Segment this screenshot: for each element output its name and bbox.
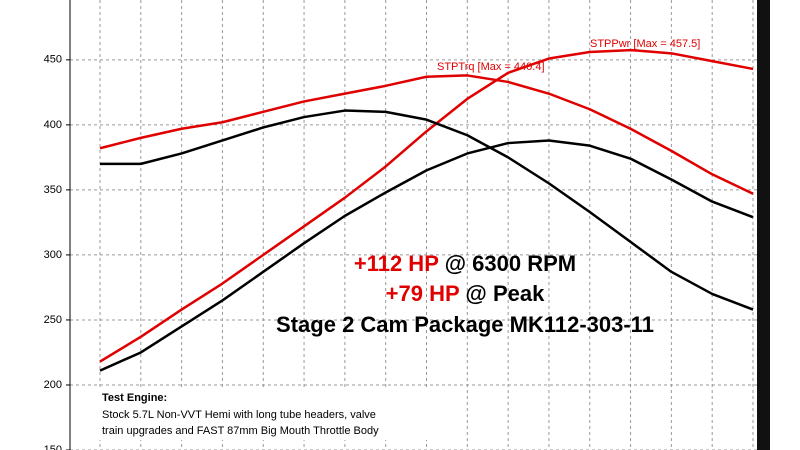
series-line — [100, 109, 754, 311]
plot — [99, 48, 754, 372]
headline-text: @ 6300 RPM — [445, 251, 577, 276]
annotation: STPTrq [Max = 440.4] — [437, 61, 545, 73]
highlight: +79 HP — [386, 281, 460, 306]
series-line — [99, 48, 754, 363]
y-tick-label: 250 — [44, 314, 62, 326]
y-tick-label: 200 — [44, 379, 62, 391]
note-title: Test Engine: — [102, 392, 167, 404]
note-line: train upgrades and FAST 87mm Big Mouth T… — [102, 425, 379, 437]
note-line: Stock 5.7L Non-VVT Hemi with long tube h… — [102, 409, 376, 421]
y-tick-label: 350 — [44, 184, 62, 196]
y-tick-label: 150 — [44, 444, 62, 450]
annotation: STPPwr [Max = 457.5] — [590, 38, 700, 50]
y-tick-label: 400 — [44, 119, 62, 131]
shadow — [757, 0, 770, 450]
y-tick-label: 300 — [44, 249, 62, 261]
headline: +112 HP @ 6300 RPM — [354, 251, 576, 276]
highlight: +112 HP — [354, 251, 439, 276]
note-box — [98, 388, 448, 440]
headline-text: @ Peak — [465, 281, 545, 306]
series-line — [99, 139, 754, 372]
series-line — [99, 74, 754, 195]
y-tick-label: 450 — [44, 54, 62, 66]
headline: +79 HP @ Peak — [386, 281, 545, 306]
subheadline: Stage 2 Cam Package MK112-303-11 — [276, 312, 654, 337]
